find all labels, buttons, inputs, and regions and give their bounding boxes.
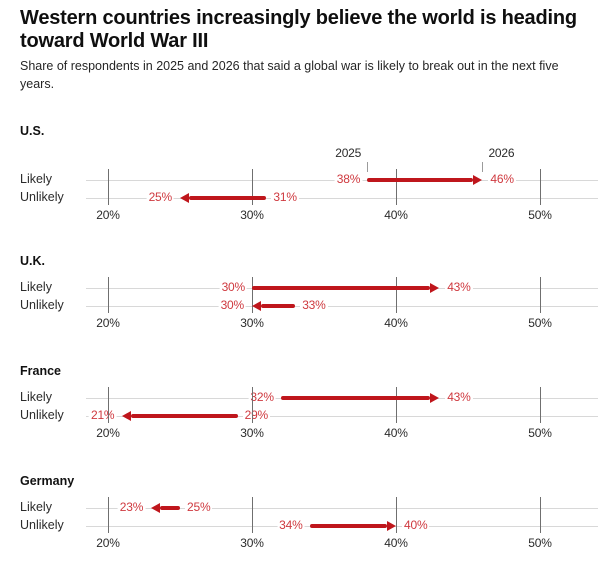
row-baseline [86, 306, 598, 307]
gridline [396, 169, 397, 205]
country-section: France 20% 30% 40% 50% Likely 32% 43% Unlikely 29… [0, 356, 600, 466]
value-label-from: 32% [248, 390, 276, 405]
row-label: Unlikely [20, 190, 64, 204]
trend-arrow-shaft [160, 506, 180, 510]
axis-tick-label: 20% [96, 536, 120, 550]
country-section: Germany 20% 30% 40% 50% Likely 25% 23% Unlikely 3… [0, 466, 600, 576]
row-label: Likely [20, 172, 52, 186]
gridline [108, 277, 109, 313]
gridline [108, 169, 109, 205]
axis-tick-label: 40% [384, 316, 408, 330]
axis-tick-label: 20% [96, 208, 120, 222]
row-baseline [86, 198, 598, 199]
value-label-from: 38% [334, 172, 363, 187]
trend-arrow-shaft [131, 414, 238, 418]
country-section: U.S. 20% 30% 40% 50% 2025 2026 Likely 38% 46% Unli… [0, 116, 600, 246]
trend-arrow-head [151, 503, 161, 513]
axis-tick-label: 20% [96, 426, 120, 440]
gridline [396, 387, 397, 423]
axis-tick-label: 30% [240, 536, 264, 550]
axis-tick-label: 50% [528, 208, 552, 222]
axis-tick-label: 40% [384, 536, 408, 550]
year-tick [482, 162, 484, 172]
axis-tick-label: 30% [240, 426, 264, 440]
chart-title: Western countries increasingly believe t… [20, 7, 577, 52]
value-label-from: 34% [277, 518, 305, 533]
row-baseline [86, 416, 598, 417]
axis-tick-label: 50% [528, 536, 552, 550]
value-label-to: 43% [445, 390, 473, 405]
row-label: Unlikely [20, 408, 64, 422]
gridline [108, 497, 109, 533]
trend-arrow-shaft [189, 196, 267, 200]
trend-arrow-shaft [261, 304, 296, 308]
value-label-to: 25% [146, 190, 174, 205]
trend-arrow-head [430, 283, 440, 293]
axis-tick-label: 50% [528, 426, 552, 440]
value-label-to: 21% [88, 408, 117, 423]
gridline [540, 169, 541, 205]
country-section: U.K. 20% 30% 40% 50% Likely 30% 43% Unlikely 33% 3… [0, 246, 600, 356]
country-label: U.K. [20, 254, 45, 268]
gridline [252, 387, 253, 423]
row-label: Likely [20, 280, 52, 294]
axis-tick-label: 20% [96, 316, 120, 330]
country-label: Germany [20, 474, 75, 488]
row-label: Likely [20, 500, 52, 514]
trend-arrow-head [122, 411, 132, 421]
value-label-to: 30% [218, 298, 246, 313]
axis-tick-label: 40% [384, 426, 408, 440]
year-to-label: 2026 [488, 146, 515, 160]
trend-arrow-head [473, 175, 483, 185]
axis-tick-label: 30% [240, 316, 264, 330]
trend-arrow-shaft [252, 286, 431, 290]
value-label-from: 25% [185, 500, 213, 515]
value-label-from: 31% [271, 190, 299, 205]
row-label: Unlikely [20, 518, 64, 532]
year-tick [367, 162, 369, 172]
gridline [252, 277, 253, 313]
axis-tick-label: 50% [528, 316, 552, 330]
gridline [252, 497, 253, 533]
trend-arrow-head [180, 193, 189, 203]
chart-subtitle: Share of respondents in 2025 and 2026 th… [20, 59, 559, 91]
value-label-to: 40% [402, 518, 430, 533]
axis-tick-label: 30% [240, 208, 264, 222]
value-label-from: 33% [300, 298, 328, 313]
row-label: Unlikely [20, 298, 64, 312]
gridline [108, 387, 109, 423]
gridline [252, 169, 253, 205]
value-label-from: 30% [219, 280, 247, 295]
trend-arrow-head [387, 521, 396, 531]
value-label-to: 46% [488, 172, 516, 187]
row-baseline [86, 508, 598, 509]
gridline [540, 387, 541, 423]
trend-arrow-shaft [367, 178, 474, 182]
value-label-from: 29% [242, 408, 271, 423]
trend-arrow-head [430, 393, 440, 403]
gridline [396, 497, 397, 533]
value-label-to: 23% [117, 500, 146, 515]
gridline [396, 277, 397, 313]
country-label: France [20, 364, 61, 378]
trend-arrow-shaft [280, 396, 431, 400]
gridline [540, 497, 541, 533]
axis-tick-label: 40% [384, 208, 408, 222]
trend-arrow-shaft [309, 524, 387, 528]
trend-arrow-head [252, 301, 261, 311]
row-label: Likely [20, 390, 52, 404]
gridline [540, 277, 541, 313]
value-label-to: 43% [445, 280, 473, 295]
year-from-label: 2025 [335, 146, 362, 160]
country-label: U.S. [20, 124, 45, 138]
